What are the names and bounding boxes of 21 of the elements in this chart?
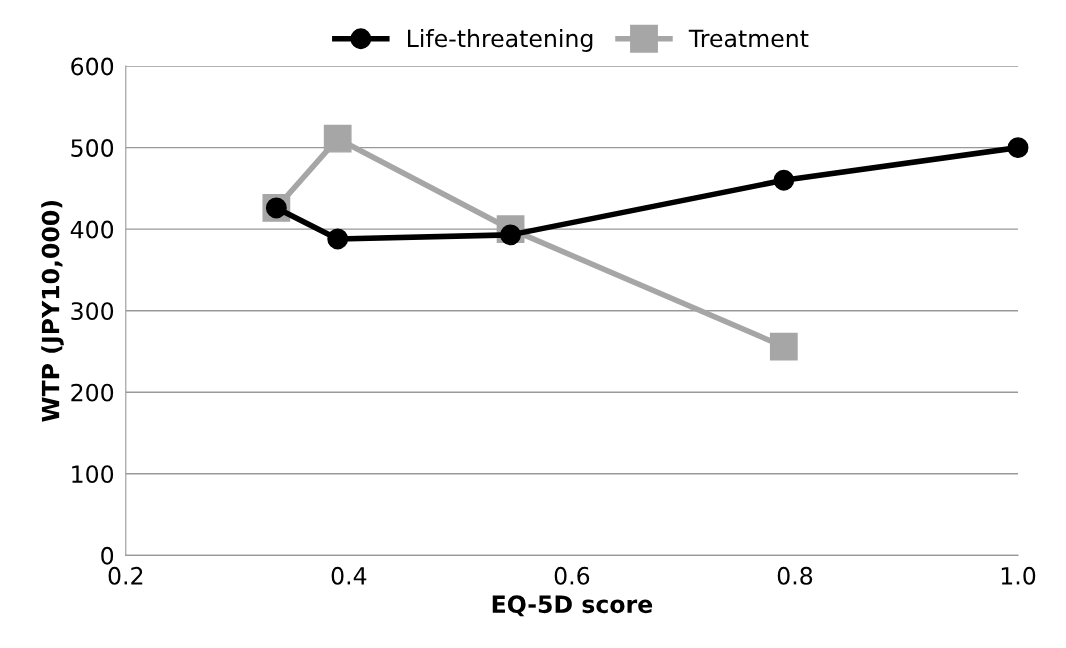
y-tick-label: 400 bbox=[70, 220, 114, 239]
x-axis-title: EQ-5D score bbox=[492, 595, 653, 617]
y-tick-label: 100 bbox=[72, 465, 114, 484]
x-tick-label: 1.0 bbox=[1001, 566, 1036, 585]
x-tick-label: 0.8 bbox=[777, 566, 813, 585]
y-tick-label: 300 bbox=[71, 302, 114, 321]
point bbox=[327, 228, 349, 250]
point bbox=[323, 124, 352, 153]
x-tick-label: 0.6 bbox=[554, 566, 590, 585]
y-tick-label: 0 bbox=[101, 546, 114, 565]
point bbox=[773, 169, 795, 191]
y-axis-title: WTP (JPY10,000) bbox=[41, 200, 64, 422]
point bbox=[1007, 137, 1029, 159]
legend-label: Life-threatening bbox=[408, 29, 593, 52]
y-tick-label: 500 bbox=[71, 139, 114, 157]
y-tick-label: 600 bbox=[71, 57, 114, 76]
x-tick-label: 0.2 bbox=[108, 566, 143, 585]
x-tick-label: 0.4 bbox=[331, 566, 367, 585]
y-tick-label: 200 bbox=[71, 383, 114, 402]
point bbox=[769, 332, 798, 361]
legend-label: Treatment bbox=[688, 29, 809, 48]
